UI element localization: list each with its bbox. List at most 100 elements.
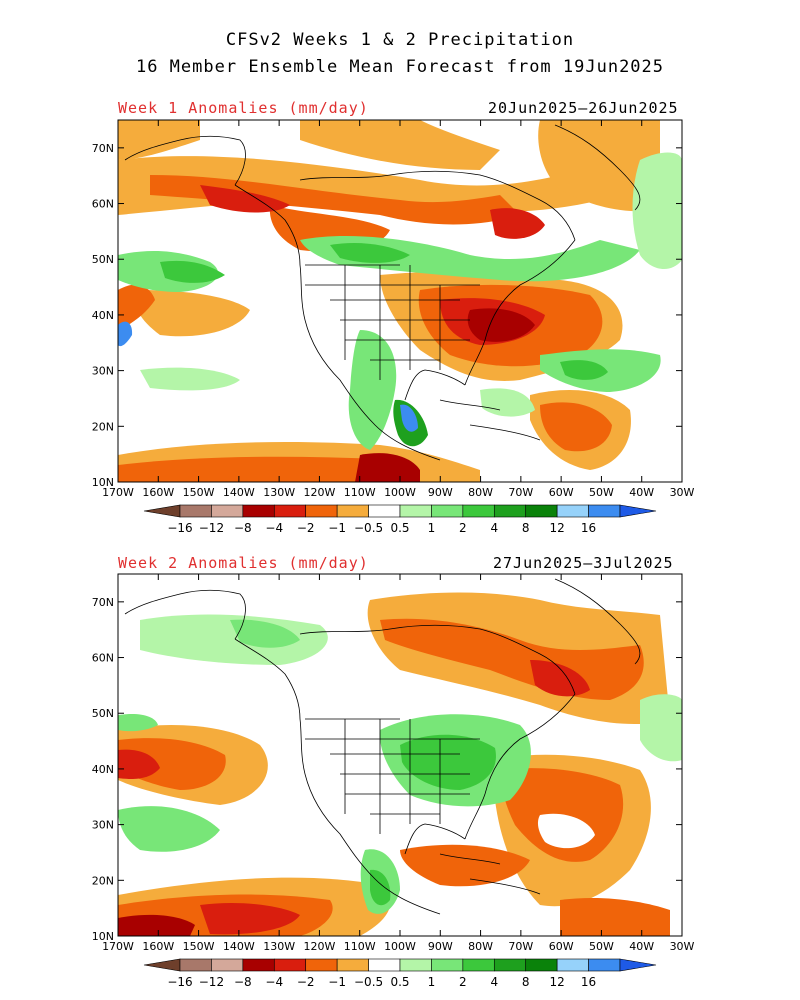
colorbar-arrow-right xyxy=(619,504,657,518)
colorbar-label: −0.5 xyxy=(354,521,383,535)
lon-label: 50W xyxy=(589,940,614,953)
lon-label: 50W xyxy=(589,486,614,499)
colorbar-swatch xyxy=(242,958,275,972)
colorbar-label: −8 xyxy=(234,975,252,989)
axes-week1: 170W 160W 150W 140W 130W 120W 110W 100W 90W 80W 70… xyxy=(92,120,695,499)
colorbar-arrow-right xyxy=(619,958,657,972)
lat-label: 50N xyxy=(92,253,114,266)
lat-label: 60N xyxy=(92,198,114,211)
colorbar-week1: −16 −12 −8 −4 −2 −1 −0.5 0.5 1 2 4 8 12 16 xyxy=(143,504,657,535)
colorbar-label: −16 xyxy=(167,521,192,535)
colorbar-label: −8 xyxy=(234,521,252,535)
lat-label: 20N xyxy=(92,420,114,433)
lat-label: 30N xyxy=(92,819,114,832)
colorbar-swatch xyxy=(242,504,275,518)
colorbar-label: 2 xyxy=(459,521,467,535)
colorbar-swatch xyxy=(305,958,338,972)
colorbar-label: 2 xyxy=(459,975,467,989)
colorbar-swatch xyxy=(273,958,307,972)
colorbar-swatch xyxy=(336,504,369,518)
colorbar-swatch xyxy=(273,504,307,518)
lat-label: 60N xyxy=(92,652,114,665)
colorbar-label: 0.5 xyxy=(390,975,409,989)
lon-label: 90W xyxy=(428,486,453,499)
colorbar-label: −1 xyxy=(328,521,346,535)
lon-label: 170W xyxy=(102,486,134,499)
colorbar-swatch xyxy=(368,958,401,972)
colorbar-label: −12 xyxy=(199,975,224,989)
lon-label: 40W xyxy=(629,486,654,499)
lon-label: 130W xyxy=(263,940,295,953)
week2-dates: 27Jun2025—3Jul2025 xyxy=(493,554,674,572)
lon-label: 120W xyxy=(303,486,335,499)
coastline-week2 xyxy=(124,578,641,915)
colorbar-swatch xyxy=(556,958,589,972)
lon-label: 80W xyxy=(468,940,493,953)
colorbar-label: 12 xyxy=(550,521,565,535)
colorbar-label: 1 xyxy=(428,975,436,989)
lon-label: 170W xyxy=(102,940,134,953)
lon-label: 140W xyxy=(223,940,255,953)
colorbar-swatch xyxy=(211,504,244,518)
colorbar-swatch xyxy=(179,958,212,972)
colorbar-label: 8 xyxy=(522,521,530,535)
lon-label: 60W xyxy=(549,940,574,953)
week2-anomaly-field xyxy=(118,574,682,936)
lon-label: 110W xyxy=(344,940,376,953)
colorbar-label: 16 xyxy=(581,975,596,989)
colorbar-swatch xyxy=(368,504,401,518)
lat-label: 40N xyxy=(92,763,114,776)
colorbar-label: −1 xyxy=(328,975,346,989)
colorbar-week2: −16 −12 −8 −4 −2 −1 −0.5 0.5 1 2 4 8 12 16 xyxy=(143,958,657,989)
colorbar-swatch xyxy=(336,958,369,972)
colorbar-label: 1 xyxy=(428,521,436,535)
colorbar-label: 12 xyxy=(550,975,565,989)
lon-label: 160W xyxy=(142,940,174,953)
colorbar-arrow-left xyxy=(143,504,181,518)
lat-label: 20N xyxy=(92,874,114,887)
colorbar-swatch xyxy=(493,958,527,972)
colorbar-swatch xyxy=(305,504,338,518)
lon-label: 30W xyxy=(670,486,695,499)
lon-label: 150W xyxy=(183,486,215,499)
week2-label: Week 2 Anomalies (mm/day) xyxy=(118,554,369,572)
lat-label: 70N xyxy=(92,142,114,155)
colorbar-swatch xyxy=(588,504,621,518)
colorbar-label: −2 xyxy=(297,521,315,535)
colorbar-swatch xyxy=(462,958,495,972)
lat-label: 70N xyxy=(92,596,114,609)
coastline-week1 xyxy=(124,124,641,461)
colorbar-swatch xyxy=(399,504,432,518)
week1-dates: 20Jun2025—26Jun2025 xyxy=(488,99,679,117)
colorbar-label: 16 xyxy=(581,521,596,535)
colorbar-label: −0.5 xyxy=(354,975,383,989)
colorbar-label: −16 xyxy=(167,975,192,989)
week1-anomaly-field xyxy=(118,120,682,482)
lon-label: 70W xyxy=(508,940,533,953)
lon-label: 70W xyxy=(508,486,533,499)
colorbar-swatch xyxy=(462,504,495,518)
lon-label: 60W xyxy=(549,486,574,499)
lat-label: 50N xyxy=(92,707,114,720)
lon-label: 120W xyxy=(303,940,335,953)
colorbar-label: 0.5 xyxy=(390,521,409,535)
lon-label: 110W xyxy=(344,486,376,499)
lat-label: 30N xyxy=(92,365,114,378)
colorbar-swatch xyxy=(493,504,527,518)
colorbar-swatch xyxy=(211,958,244,972)
colorbar-label: −4 xyxy=(265,975,283,989)
lat-label: 10N xyxy=(92,930,114,943)
lon-label: 40W xyxy=(629,940,654,953)
lon-label: 100W xyxy=(384,486,416,499)
colorbar-label: 4 xyxy=(490,521,498,535)
lon-label: 130W xyxy=(263,486,295,499)
lat-label: 10N xyxy=(92,476,114,489)
lon-label: 100W xyxy=(384,940,416,953)
lon-label: 140W xyxy=(223,486,255,499)
colorbar-label: 8 xyxy=(522,975,530,989)
colorbar-swatch xyxy=(431,504,464,518)
lon-label: 150W xyxy=(183,940,215,953)
colorbar-swatch xyxy=(556,504,589,518)
title-line-2: 16 Member Ensemble Mean Forecast from 19… xyxy=(135,57,665,77)
